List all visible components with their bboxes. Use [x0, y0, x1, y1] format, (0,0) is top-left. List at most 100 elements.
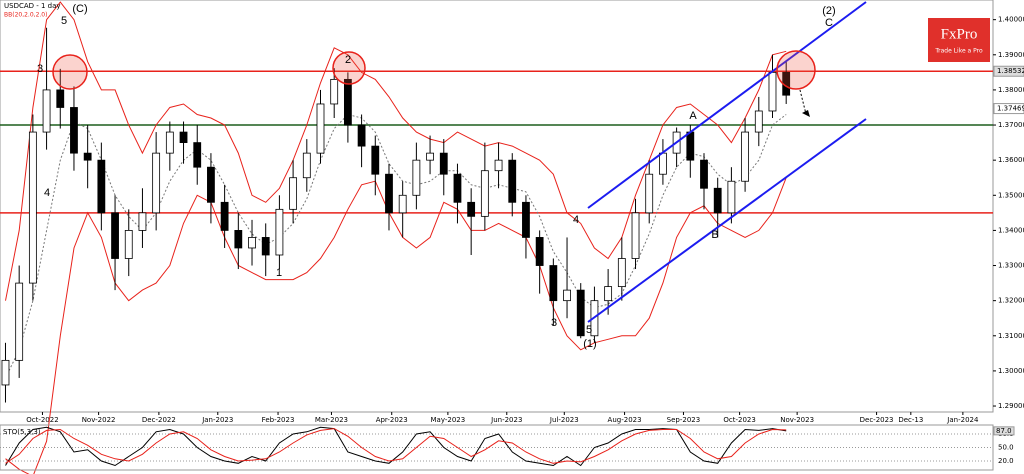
candle-body [453, 173, 462, 203]
candle-body [70, 107, 78, 154]
candle-body [385, 173, 393, 214]
candle-body [412, 159, 421, 196]
x-tick-label: Dec-13 [898, 416, 923, 424]
stochastic-tick-label: 50.0 [998, 444, 1014, 452]
y-tick-label: 1.39000 [998, 51, 1024, 59]
candle-body [426, 152, 434, 161]
projection-arrow [799, 89, 807, 115]
candle-body [152, 152, 161, 214]
candle-body [302, 152, 311, 179]
candle-body [220, 201, 229, 231]
x-tick-label: Jan-2024 [946, 416, 979, 424]
y-tick-label: 1.31000 [998, 332, 1024, 340]
stochastic-k [5, 426, 787, 467]
wave-label: 5 [61, 15, 67, 27]
x-tick-label: Feb-2023 [262, 416, 295, 424]
logo-brand: FxPro [941, 26, 978, 42]
x-tick-label: Aug-2023 [608, 416, 642, 424]
candle-body [522, 201, 530, 238]
bb-middle [5, 113, 787, 379]
candle-body [28, 131, 37, 284]
candle-body [494, 159, 503, 172]
candle-body [193, 142, 202, 168]
wave-label: 1 [276, 267, 282, 279]
candle-body [659, 152, 667, 175]
candle-body [549, 265, 558, 302]
x-tick-label: Jan-2023 [201, 416, 233, 424]
wave-label: 3 [551, 317, 557, 329]
bb-lower [5, 177, 787, 474]
x-tick-label: Mar-2023 [315, 416, 348, 424]
price-label: 1.38532 [997, 67, 1024, 75]
candle-body [686, 131, 695, 161]
x-tick-label: Sep-2023 [667, 416, 701, 424]
x-tick-label: Nov-2023 [780, 416, 814, 424]
x-tick-label: Jul-2023 [549, 416, 579, 424]
x-tick-label: Dec-2023 [860, 416, 894, 424]
wave-label: (1) [583, 338, 596, 350]
stochastic-d [5, 428, 787, 464]
stochastic-frame [0, 424, 994, 471]
candle-body [535, 237, 544, 266]
candle-body [261, 237, 270, 256]
candle-body [727, 180, 736, 214]
wave-label: C [825, 17, 833, 29]
price-label-box [993, 103, 1024, 115]
y-tick-label: 1.35000 [998, 191, 1024, 199]
y-tick-label: 1.37000 [998, 121, 1024, 129]
candle-body [768, 71, 777, 112]
plot-frame [0, 0, 994, 413]
highlight-circle [332, 51, 366, 85]
x-tick-label: Oct-2023 [723, 416, 755, 424]
candle-body [741, 131, 749, 182]
candle-body [56, 89, 65, 108]
candle-body [645, 173, 654, 214]
candle-body [398, 194, 407, 214]
candle-body [1, 359, 10, 386]
channel-upper [587, 1, 867, 209]
stochastic-current-box [993, 426, 1015, 436]
candle-body [234, 230, 243, 249]
wave-label: 2 [345, 54, 351, 66]
y-tick-label: 1.38000 [998, 86, 1024, 94]
y-tick-label: 1.34000 [998, 226, 1024, 234]
indicator-label: BB(20,2.0,2.0) [4, 12, 47, 19]
x-tick-label: Nov-2022 [82, 416, 116, 424]
wave-label: 4 [573, 214, 579, 226]
wave-label: 4 [44, 187, 50, 199]
candle-body [165, 131, 174, 154]
logo-box [928, 18, 990, 62]
candle-body [42, 89, 51, 133]
y-tick-label: 1.33000 [998, 262, 1024, 270]
wave-label: B [711, 229, 718, 241]
candle-body [371, 145, 380, 175]
candle-body [275, 208, 284, 256]
candle-body [713, 187, 722, 214]
highlight-circle [52, 54, 88, 90]
wave-label: A [689, 110, 697, 122]
wave-label: 5 [586, 324, 592, 336]
candle-body [83, 152, 92, 161]
stochastic-current-label: 87.0 [996, 427, 1012, 435]
candle-body [248, 237, 256, 249]
candle-body [576, 289, 585, 337]
x-tick-label: May-2023 [431, 416, 466, 424]
wave-label: 3 [37, 63, 43, 75]
candle-body [508, 159, 517, 203]
arrow-head [802, 110, 810, 117]
wave-label: (2) [822, 5, 835, 17]
candle-body [467, 201, 476, 217]
candle-body [631, 212, 640, 259]
y-tick-label: 1.36000 [998, 156, 1024, 164]
chart-title: USDCAD - 1 day [4, 2, 61, 10]
candle-body [207, 166, 215, 203]
candle-body [357, 124, 366, 147]
candle-body [343, 78, 352, 126]
candle-body [700, 159, 708, 189]
candle-body [604, 286, 613, 302]
y-tick-label: 1.32000 [998, 297, 1024, 305]
x-tick-label: Jun-2023 [490, 416, 522, 424]
